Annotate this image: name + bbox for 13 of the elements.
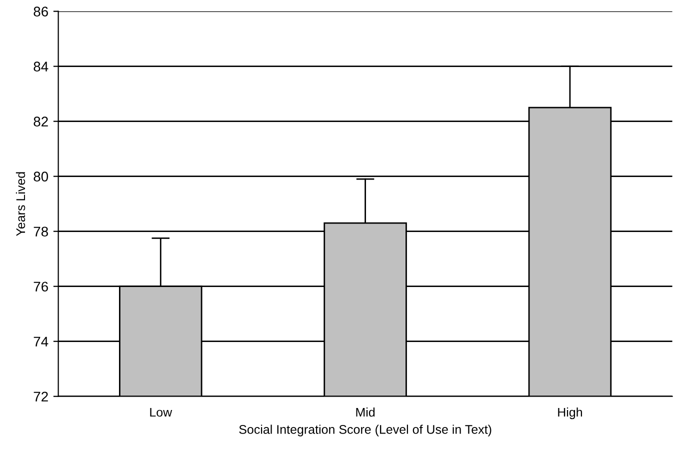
y-tick-label: 80: [34, 172, 48, 182]
y-tick-label: 72: [34, 392, 48, 402]
y-tick-label: 74: [34, 336, 48, 346]
y-tick-label: 86: [34, 6, 48, 16]
x-tick-label: Low: [150, 408, 172, 417]
y-tick-label: 84: [34, 62, 48, 72]
y-axis-title: Years Lived: [16, 172, 26, 236]
x-tick-label: High: [558, 407, 582, 420]
y-tick-label: 78: [34, 226, 48, 237]
y-tick-label: 82: [34, 116, 48, 127]
y-tick-label: 76: [34, 282, 48, 292]
x-axis-title: Social Integration Score (Level of Use in Text): [239, 424, 492, 436]
x-tick-label: Mid: [356, 407, 375, 417]
